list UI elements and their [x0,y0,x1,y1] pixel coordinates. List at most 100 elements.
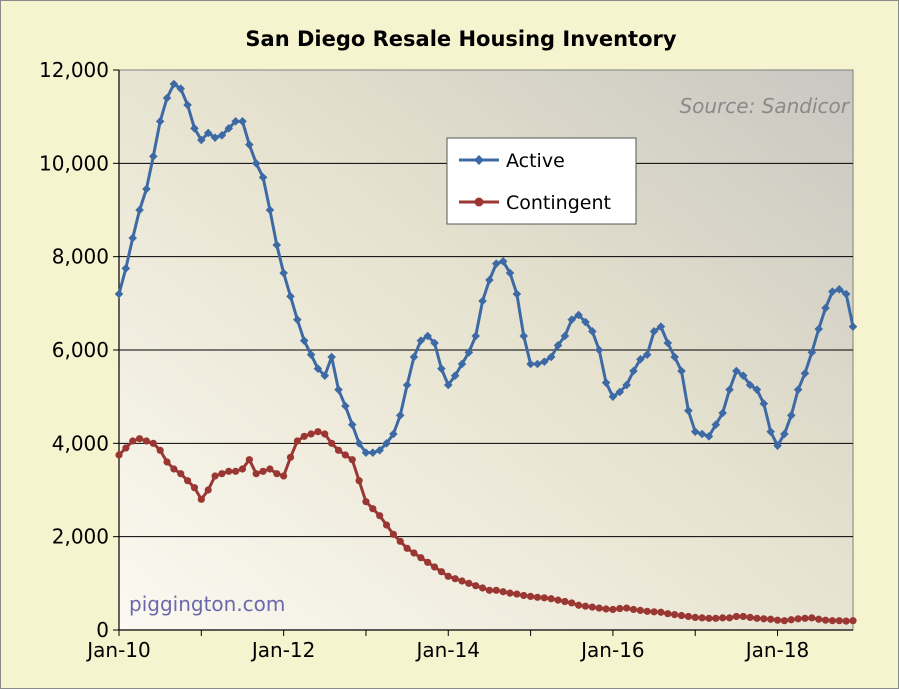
data-point-contingent [410,549,418,557]
data-point-contingent [376,512,384,520]
data-point-contingent [314,428,322,436]
data-point-active [471,331,481,341]
data-point-active [663,338,673,348]
legend-label-contingent: Contingent [506,192,611,214]
data-point-contingent [266,465,274,473]
data-point-active [745,380,755,390]
data-point-active [594,345,604,355]
data-point-contingent [238,465,247,473]
x-tick-label: Jan-18 [744,638,810,662]
data-point-active [443,380,453,390]
data-point-active [759,399,769,408]
data-point-contingent [115,451,123,459]
data-point-contingent [396,537,404,545]
data-point-contingent [540,594,548,602]
data-point-active [738,371,748,380]
data-point-active [409,352,419,362]
data-point-active [272,240,282,250]
data-point-active [656,322,666,331]
data-point-contingent [355,477,363,485]
legend-marker-active [474,155,484,165]
data-point-contingent [739,612,747,621]
data-point-active [608,392,618,401]
data-point-active [642,350,652,359]
data-point-active [553,341,563,350]
data-point-active [327,352,336,362]
legend-marker-contingent [474,197,484,207]
data-point-active [704,432,714,441]
data-point-contingent [499,588,507,596]
data-point-active [389,429,398,439]
data-point-contingent [122,444,130,452]
data-point-contingent [369,505,377,513]
x-tick-label: Jan-14 [415,638,481,662]
data-point-contingent [526,592,535,601]
data-point-active [203,128,213,138]
data-point-active [313,364,323,373]
data-point-active [169,79,179,89]
data-point-active [512,289,522,299]
data-point-active [347,420,357,429]
data-point-active [128,233,138,243]
data-point-active [622,380,631,390]
y-tick-label: 0 [96,618,109,642]
data-point-contingent [842,617,850,625]
data-point-contingent [815,615,823,623]
data-point-contingent [280,472,288,480]
data-point-active [478,296,487,306]
data-point-active [601,378,611,387]
data-point-active [780,429,789,439]
data-point-active [341,401,350,411]
series-active [114,79,858,457]
data-point-contingent [691,613,699,622]
data-point-contingent [204,486,212,494]
data-point-contingent [657,608,665,616]
data-point-contingent [430,563,439,571]
data-point-contingent [794,615,802,623]
data-point-active [828,287,837,296]
data-point-active [567,315,577,324]
data-point-active [629,366,638,376]
data-point-contingent [677,611,686,620]
data-point-contingent [533,593,542,601]
y-tick-label: 2,000 [52,525,109,549]
data-point-active [299,336,309,345]
data-point-active [540,357,549,366]
data-point-active [190,124,199,133]
data-point-active [135,205,144,215]
data-point-contingent [787,616,795,624]
data-point-contingent [520,591,528,600]
data-point-active [574,310,583,320]
data-point-contingent [698,614,706,622]
data-point-active [814,324,824,334]
data-point-active [533,359,542,369]
data-point-active [766,427,775,436]
data-point-contingent [554,596,562,604]
data-point-active [841,289,851,299]
data-point-contingent [149,439,157,447]
data-point-contingent [225,467,233,475]
data-point-active [649,327,659,336]
data-point-active [807,348,817,357]
series-layer [114,79,858,625]
data-point-contingent [273,470,281,478]
data-point-contingent [328,439,336,447]
data-point-contingent [444,572,452,580]
data-point-active [615,387,625,397]
y-tick-label: 8,000 [52,245,109,269]
data-point-contingent [458,577,466,585]
data-point-contingent [485,586,494,594]
data-point-contingent [252,470,260,478]
data-point-contingent [753,614,761,622]
data-point-contingent [451,575,459,583]
y-tick-label: 10,000 [39,151,109,175]
data-point-active [546,352,556,362]
data-point-active [848,322,858,331]
data-point-active [485,275,494,285]
y-axis: 0 2,000 4,000 6,000 8,000 10,000 12,000 [39,58,120,642]
data-point-active [334,385,343,394]
data-point-contingent [547,595,555,603]
source-note: Source: Sandicor [679,94,850,118]
data-point-active [245,140,254,149]
data-point-contingent [321,430,329,438]
